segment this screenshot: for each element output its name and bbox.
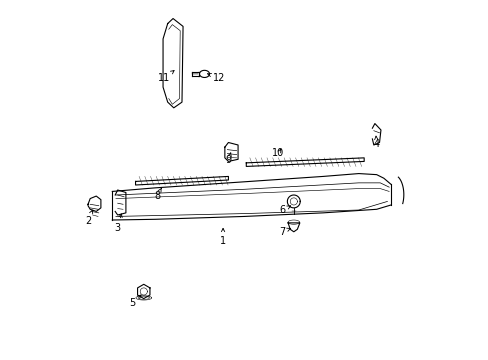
Text: 4: 4 xyxy=(373,136,379,149)
Text: 7: 7 xyxy=(278,227,290,237)
Text: 2: 2 xyxy=(85,210,93,226)
Text: 10: 10 xyxy=(272,148,284,158)
Text: 8: 8 xyxy=(154,188,161,201)
Text: 5: 5 xyxy=(128,295,141,308)
Text: 11: 11 xyxy=(158,71,174,83)
Text: 9: 9 xyxy=(225,153,231,165)
Text: 3: 3 xyxy=(114,214,122,233)
Text: 6: 6 xyxy=(278,205,290,215)
Text: 12: 12 xyxy=(207,73,225,83)
Text: 1: 1 xyxy=(220,228,225,246)
